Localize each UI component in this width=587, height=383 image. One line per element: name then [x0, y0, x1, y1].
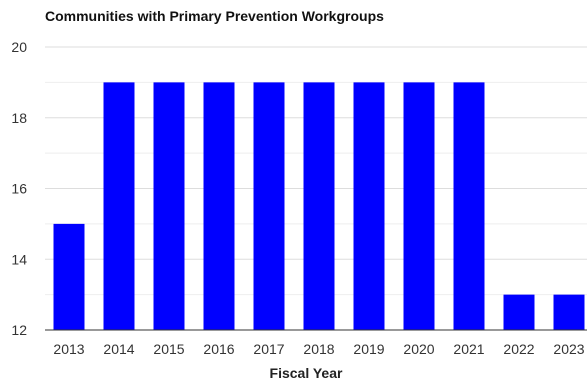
y-tick-label: 16	[11, 181, 27, 197]
x-tick-label: 2017	[253, 341, 284, 357]
bar-2017	[253, 82, 285, 330]
bar-2020	[403, 82, 435, 330]
x-tick-label: 2014	[103, 341, 134, 357]
y-axis-ticks: 12 14 16 18 20	[11, 39, 27, 338]
bar-2019	[353, 82, 385, 330]
bar-2016	[203, 82, 235, 330]
bar-2013	[53, 223, 85, 330]
x-tick-label: 2022	[503, 341, 534, 357]
y-tick-label: 12	[11, 322, 27, 338]
x-tick-label: 2015	[153, 341, 184, 357]
bar-2014	[103, 82, 135, 330]
x-tick-label: 2020	[403, 341, 434, 357]
y-tick-label: 14	[11, 251, 27, 267]
x-tick-label: 2023	[553, 341, 584, 357]
x-tick-label: 2021	[453, 341, 484, 357]
x-axis-ticks: 2013 2014 2015 2016 2017 2018 2019 2020 2021 2022…	[53, 341, 584, 357]
x-axis-title: Fiscal Year	[270, 365, 343, 381]
x-tick-label: 2018	[303, 341, 334, 357]
chart-title: Communities with Primary Prevention Work…	[45, 8, 384, 24]
bar-2021	[453, 82, 485, 330]
bars	[53, 82, 585, 330]
bar-2022	[503, 294, 535, 330]
y-tick-label: 18	[11, 110, 27, 126]
bar-2023	[553, 294, 585, 330]
y-tick-label: 20	[11, 39, 27, 55]
x-tick-label: 2016	[203, 341, 234, 357]
bar-2015	[153, 82, 185, 330]
x-tick-label: 2013	[53, 341, 84, 357]
x-tick-label: 2019	[353, 341, 384, 357]
bar-2018	[303, 82, 335, 330]
